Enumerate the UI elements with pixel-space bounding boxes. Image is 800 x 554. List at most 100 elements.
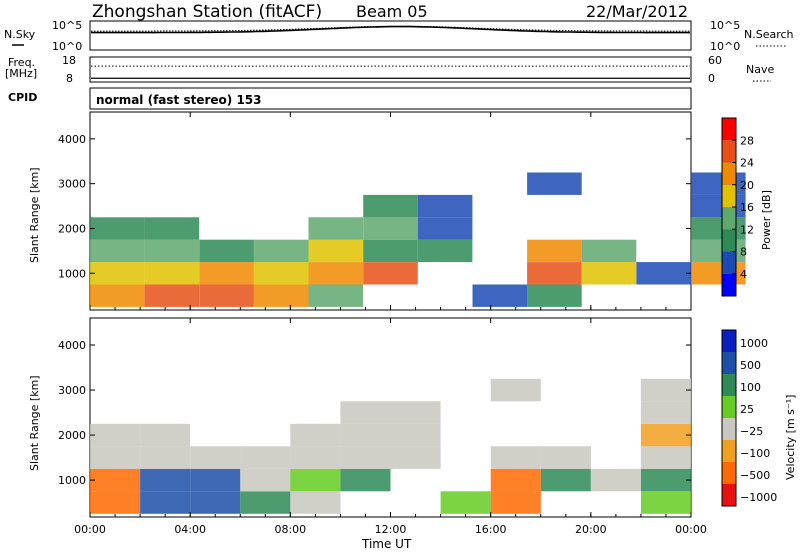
velocity-colorbar-swatch xyxy=(722,352,736,374)
velocity-cell xyxy=(340,423,391,447)
power-colorbar-swatch xyxy=(722,118,736,141)
nsky-label: N.Sky xyxy=(4,28,36,41)
velocity-cell xyxy=(540,446,591,469)
noise-panel: N.Sky 10^5 10^0 10^5 10^0 N.Search xyxy=(4,19,794,53)
velocity-ylabel: Slant Range [km] xyxy=(28,375,41,471)
velocity-ytick-label: 2000 xyxy=(58,429,86,442)
power-cell xyxy=(308,262,364,285)
power-cell xyxy=(417,239,473,263)
freq-unit-label: [MHz] xyxy=(5,67,37,80)
power-cell xyxy=(363,262,418,285)
noise-tick-left-bottom: 10^0 xyxy=(52,40,82,53)
date-title: 22/Mar/2012 xyxy=(586,2,688,21)
xtick-label: 04:00 xyxy=(174,523,206,536)
power-cell xyxy=(90,217,145,240)
velocity-colorbar-swatch xyxy=(722,396,736,418)
velocity-colorbar-swatch xyxy=(722,462,736,484)
xtick-label: 00:00 xyxy=(74,523,106,536)
velocity-cell xyxy=(240,446,291,469)
velocity-cell xyxy=(640,423,691,447)
nave-tick-bottom: 0 xyxy=(708,72,715,85)
noise-tick-right-bottom: 10^0 xyxy=(710,40,740,53)
power-ytick-label: 4000 xyxy=(58,133,86,146)
cpid-value: normal (fast stereo) 153 xyxy=(96,93,262,107)
velocity-cell xyxy=(290,491,341,514)
velocity-cell xyxy=(640,378,691,402)
power-cell xyxy=(581,262,637,285)
velocity-cell xyxy=(190,491,241,514)
velocity-cell xyxy=(90,446,141,469)
nsearch-label: N.Search xyxy=(744,28,794,41)
velocity-colorbar: 1000 500 100 25 −25 −100 −500 −1000 xyxy=(721,329,777,507)
power-colorbar-swatch xyxy=(722,140,736,163)
velocity-cell xyxy=(640,446,691,469)
velocity-cell xyxy=(240,468,291,492)
velocity-cell xyxy=(490,378,541,402)
velocity-cell xyxy=(590,468,641,492)
velocity-panel: Slant Range [km] 1000 2000 3000 4000 00:00 0… xyxy=(28,112,707,536)
power-cell xyxy=(363,194,418,218)
nave-tick-top: 60 xyxy=(708,54,722,67)
freq-frame xyxy=(89,56,692,83)
velocity-cell xyxy=(140,491,191,514)
freq-tick-top: 18 xyxy=(62,54,76,67)
noise-tick-left-top: 10^5 xyxy=(52,19,82,32)
power-cell xyxy=(636,262,691,285)
power-colorbar-swatch xyxy=(722,184,736,208)
noise-tick-right-top: 10^5 xyxy=(710,19,740,32)
velocity-cell xyxy=(190,446,241,469)
noise-search-series xyxy=(91,25,690,32)
xtick-label: 20:00 xyxy=(575,523,607,536)
velocity-cell xyxy=(90,423,141,447)
power-cell xyxy=(527,172,582,195)
power-cell xyxy=(691,262,746,285)
power-cell xyxy=(144,239,200,263)
noise-sky-series xyxy=(91,25,690,34)
power-colorbar-label: Power [dB] xyxy=(760,190,773,250)
power-cell xyxy=(308,217,364,240)
xtick-label: 16:00 xyxy=(475,523,507,536)
velocity-cell xyxy=(140,423,191,447)
velocity-cell xyxy=(340,468,391,492)
power-colorbar-tick-label: 12 xyxy=(740,223,754,236)
x-axis-label: Time UT xyxy=(361,537,412,551)
freq-label: Freq. xyxy=(8,56,35,69)
xtick-label: 08:00 xyxy=(274,523,306,536)
velocity-cell xyxy=(90,491,141,514)
power-colorbar-swatch xyxy=(722,207,736,230)
power-cell xyxy=(691,172,746,195)
power-colorbar-tick-label: 8 xyxy=(740,246,747,259)
noise-frame xyxy=(89,20,692,51)
velocity-cell xyxy=(640,491,691,514)
velocity-cell xyxy=(290,423,341,447)
power-cell xyxy=(363,239,418,263)
velocity-colorbar-tick-label: 25 xyxy=(740,403,754,416)
power-colorbar-swatch xyxy=(722,162,736,185)
velocity-colorbar-tick-label: 100 xyxy=(740,381,761,394)
power-ytick-label: 3000 xyxy=(58,178,86,191)
power-colorbar-tick-label: 4 xyxy=(740,268,747,281)
velocity-cell xyxy=(240,491,291,514)
power-colorbar-swatch xyxy=(722,251,736,274)
power-cell xyxy=(691,239,746,263)
power-colorbar-tick-label: 20 xyxy=(740,179,754,192)
velocity-cell xyxy=(490,468,541,492)
power-panel: Slant Range [km] 1000 2000 3000 4000 xyxy=(28,111,746,311)
velocity-cell xyxy=(490,491,541,514)
power-cell xyxy=(90,284,145,307)
xtick-label: 00:00 xyxy=(675,523,707,536)
velocity-cell xyxy=(640,468,691,492)
velocity-cell xyxy=(140,446,191,469)
power-colorbar-tick-label: 16 xyxy=(740,201,754,214)
power-cell xyxy=(472,284,528,307)
station-title: Zhongshan Station (fitACF) xyxy=(92,2,322,22)
velocity-cell xyxy=(340,401,391,424)
velocity-cell xyxy=(340,446,391,469)
velocity-colorbar-tick-label: 500 xyxy=(740,359,761,372)
power-ytick-label: 1000 xyxy=(58,267,86,280)
power-colorbar-swatch xyxy=(722,273,736,297)
power-cell xyxy=(417,194,473,218)
velocity-colorbar-swatch xyxy=(722,418,736,440)
power-cell xyxy=(417,217,473,240)
velocity-cell xyxy=(290,446,341,469)
